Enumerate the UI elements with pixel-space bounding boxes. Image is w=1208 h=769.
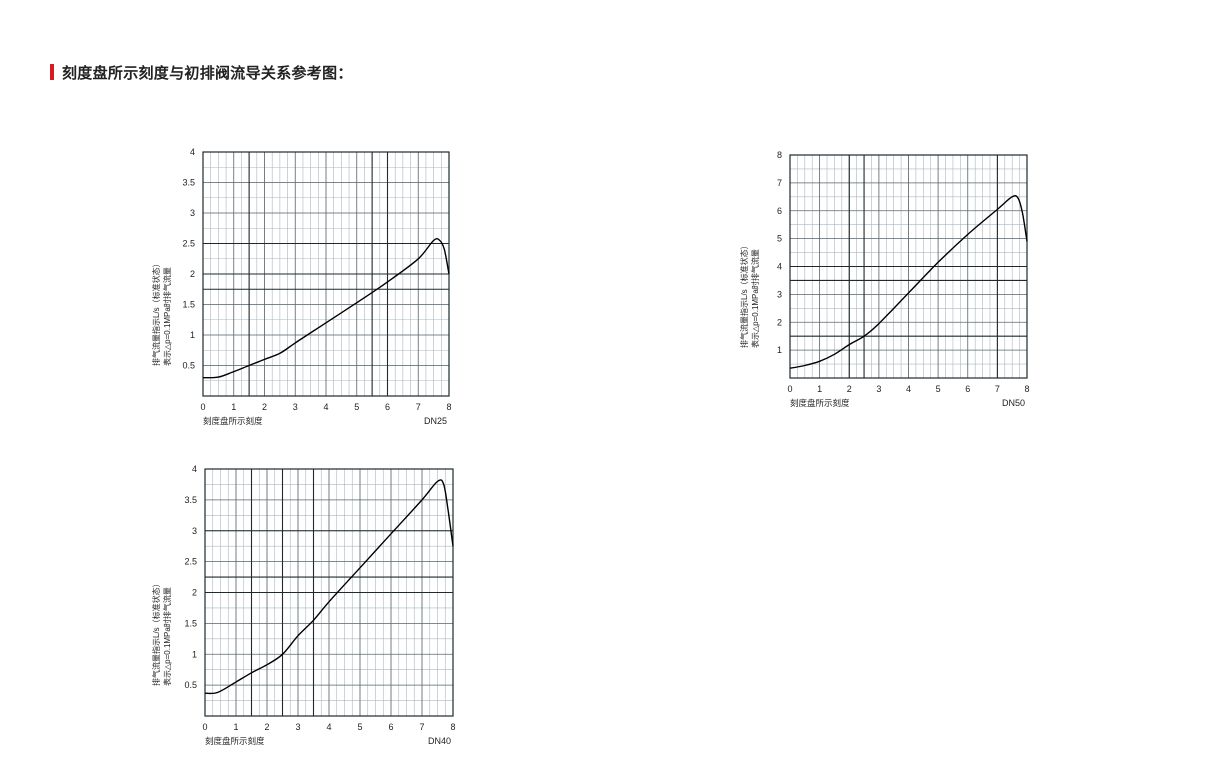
x-tick-label: 8: [450, 722, 455, 732]
x-tick-label: 4: [906, 384, 911, 394]
y-axis-label: 排气流量指示L/s（标准状态）: [739, 241, 749, 348]
x-tick-label: 4: [326, 722, 331, 732]
y-tick-label: 3: [190, 208, 195, 218]
x-axis-label: 刻度盘所示刻度: [790, 398, 850, 408]
y-tick-label: 2: [192, 588, 197, 598]
y-axis-label: 排气流量指示L/s（标准状态）: [151, 259, 161, 366]
y-tick-label: 3.5: [184, 495, 197, 505]
major-grid: [790, 155, 1027, 378]
y-tick-label: 4: [192, 464, 197, 474]
x-tick-label: 5: [357, 722, 362, 732]
y-tick-label: 3: [192, 526, 197, 536]
y-tick-label: 7: [777, 178, 782, 188]
x-tick-label: 3: [876, 384, 881, 394]
x-axis-label: 刻度盘所示刻度: [203, 416, 263, 426]
x-tick-label: 6: [965, 384, 970, 394]
model-label: DN40: [428, 736, 451, 746]
x-tick-label: 6: [385, 402, 390, 412]
major-grid: [205, 469, 453, 716]
y-tick-label: 4: [190, 147, 195, 157]
y-axis-label: 表示△p=0.1MPa时排气流量: [162, 587, 172, 686]
y-tick-label: 3.5: [182, 178, 195, 188]
chart-dn40: 0 1 2 3 4 5 6 7 8 0.5 1 1.5 2 2.5 3 3.5 4 刻度盘所示刻度 DN40 排气流量…: [151, 464, 456, 746]
y-axis-label: 排气流量指示L/s（标准状态）: [151, 579, 161, 686]
y-axis-label: 表示△p=0.1MPa时排气流量: [162, 267, 172, 366]
page-header: 刻度盘所示刻度与初排阀流导关系参考图：: [50, 61, 353, 83]
x-tick-label: 6: [388, 722, 393, 732]
flow-curve: [202, 238, 450, 379]
y-tick-label: 2.5: [184, 557, 197, 567]
y-tick-label: 4: [777, 262, 782, 272]
x-tick-label: 1: [231, 402, 236, 412]
y-tick-label: 0.5: [182, 361, 195, 371]
plot-frame: [204, 468, 454, 717]
page-title: 刻度盘所示刻度与初排阀流导关系参考图：: [62, 63, 353, 82]
y-tick-label: 1: [190, 330, 195, 340]
model-label: DN25: [424, 416, 447, 426]
x-tick-label: 2: [264, 722, 269, 732]
plot-frame: [789, 154, 1028, 379]
model-label: DN50: [1002, 398, 1025, 408]
y-tick-label: 1.5: [184, 618, 197, 628]
chart-dn25: 0 1 2 3 4 5 6 7 8 0.5 1 1.5 2 2.5 3 3.5 4 刻度盘所示刻度 DN25 排气流量…: [151, 147, 452, 426]
y-tick-label: 6: [777, 206, 782, 216]
x-tick-label: 8: [446, 402, 451, 412]
x-tick-label: 5: [354, 402, 359, 412]
x-tick-label: 5: [936, 384, 941, 394]
x-tick-label: 0: [200, 402, 205, 412]
x-tick-label: 2: [847, 384, 852, 394]
chart-dn50: 0 1 2 3 4 5 6 7 8 1 2 3 4 5 6 7 8 刻度盘所示刻度 DN50 排气流量指示L/s（标准…: [739, 150, 1030, 408]
x-tick-label: 4: [323, 402, 328, 412]
y-tick-label: 1: [777, 345, 782, 355]
x-tick-label: 3: [293, 402, 298, 412]
y-tick-label: 5: [777, 234, 782, 244]
x-tick-label: 0: [202, 722, 207, 732]
x-tick-label: 1: [233, 722, 238, 732]
x-tick-label: 8: [1024, 384, 1029, 394]
x-tick-label: 1: [817, 384, 822, 394]
flow-curve: [789, 195, 1028, 369]
x-tick-label: 7: [419, 722, 424, 732]
y-axis-label: 表示△p=0.1MPa时排气流量: [750, 249, 760, 348]
y-tick-label: 8: [777, 150, 782, 160]
flow-curve: [204, 479, 454, 695]
y-tick-label: 1: [192, 649, 197, 659]
y-tick-label: 2: [777, 317, 782, 327]
major-grid: [203, 152, 449, 396]
x-tick-label: 7: [995, 384, 1000, 394]
y-tick-label: 1.5: [182, 300, 195, 310]
x-tick-label: 2: [262, 402, 267, 412]
x-tick-label: 3: [295, 722, 300, 732]
y-tick-label: 2.5: [182, 239, 195, 249]
y-tick-label: 2: [190, 269, 195, 279]
x-tick-label: 0: [787, 384, 792, 394]
y-tick-label: 0.5: [184, 680, 197, 690]
y-tick-label: 3: [777, 289, 782, 299]
accent-bar: [50, 64, 54, 80]
x-axis-label: 刻度盘所示刻度: [205, 736, 265, 746]
x-tick-label: 7: [416, 402, 421, 412]
